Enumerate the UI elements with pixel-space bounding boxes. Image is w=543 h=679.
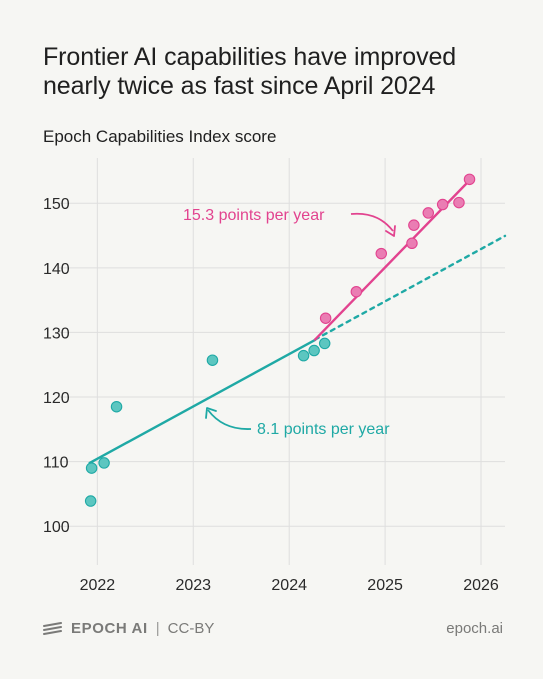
data-point — [318, 337, 331, 350]
y-axis-title: Epoch Capabilities Index score — [43, 127, 277, 146]
trend-line — [88, 338, 317, 465]
data-point — [350, 285, 363, 298]
data-point — [319, 312, 332, 324]
annotation-pink-arrow — [350, 212, 394, 232]
annotation-pink-rate: 15.3 points per year — [183, 207, 325, 224]
data-point — [206, 354, 219, 366]
data-point — [84, 495, 97, 507]
projected-trend-line — [313, 234, 507, 341]
license-label: CC-BY — [167, 620, 215, 637]
footer-url: epoch.ai — [446, 620, 503, 637]
data-point — [308, 344, 320, 357]
y-tick-label: 140 — [43, 261, 70, 278]
x-tick-label: 2022 — [80, 577, 116, 594]
y-tick-label: 150 — [43, 196, 70, 213]
data-point — [98, 457, 110, 469]
data-point — [85, 462, 98, 474]
footer-separator: | — [155, 620, 160, 637]
data-point — [406, 237, 418, 250]
chart-title: Frontier AI capabilities have improved n… — [43, 43, 513, 101]
annotation-pink-arrowhead — [385, 225, 396, 237]
data-point — [375, 247, 388, 260]
y-tick-label: 120 — [43, 390, 70, 407]
data-point — [453, 196, 465, 209]
data-point — [110, 400, 123, 413]
y-tick-label: 130 — [43, 325, 70, 342]
y-tick-label: 110 — [43, 455, 69, 472]
data-point — [436, 198, 449, 211]
chart-title-line-2: nearly twice as fast since April 2024 — [43, 72, 436, 100]
annotations: 15.3 points per year 8.1 points per year — [183, 207, 396, 438]
tick-labels: 100 110 120 130 140 150 2022 2023 2024 2025 2026 — [43, 196, 499, 594]
data-point — [422, 207, 435, 219]
annotation-teal-arrowhead — [205, 407, 217, 419]
data-point — [408, 219, 420, 231]
annotation-teal-arrow — [207, 409, 252, 430]
chart-title-line-1: Frontier AI capabilities have improved — [43, 43, 457, 71]
footer-brand: EPOCH AI | CC-BY — [43, 620, 214, 637]
x-tick-label: 2023 — [175, 577, 211, 594]
y-tick-label: 100 — [43, 519, 70, 536]
data-point — [297, 349, 310, 362]
annotation-teal-rate: 8.1 points per year — [257, 421, 390, 438]
grid-lines — [59, 158, 505, 565]
x-tick-label: 2026 — [463, 577, 499, 594]
x-tick-label: 2024 — [271, 577, 307, 594]
epoch-logo-icon — [43, 621, 62, 635]
data-points — [84, 173, 476, 507]
brand-name: EPOCH AI — [71, 620, 148, 637]
x-tick-label: 2025 — [367, 577, 403, 594]
data-point — [463, 173, 476, 186]
